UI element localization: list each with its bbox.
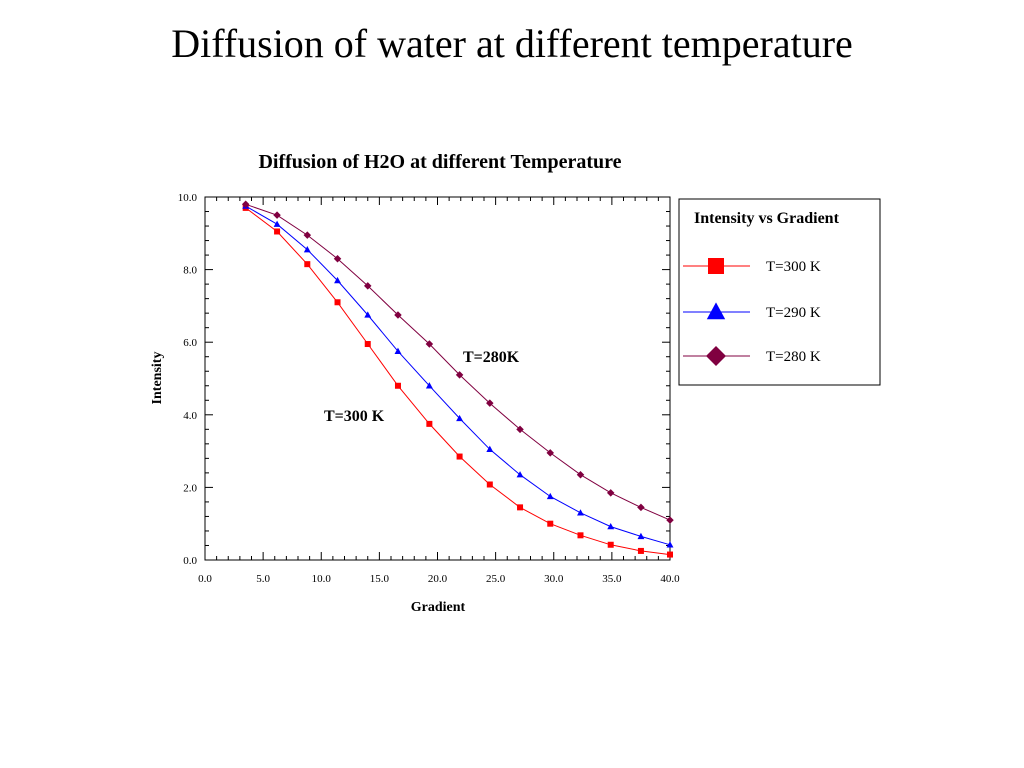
legend-title: Intensity vs Gradient: [694, 210, 840, 227]
slide-title: Diffusion of water at different temperat…: [171, 21, 853, 66]
series-t-290-k-point: [394, 347, 402, 354]
legend-item-t-280-k-label: T=280 K: [766, 349, 821, 365]
series-t-280-k-point: [516, 425, 524, 434]
legend-item-t-290-k-marker: [706, 302, 726, 320]
x-tick-label: 25.0: [486, 573, 506, 585]
legend-item-t-300-k-marker: [708, 258, 724, 274]
series-t-280-k-point: [333, 254, 342, 263]
series-t-290-k-point: [516, 471, 524, 478]
series-t-290-k-point: [364, 311, 372, 318]
y-axis-label: Intensity: [150, 352, 165, 405]
series-t-300-k-point: [667, 551, 673, 558]
x-tick-label: 0.0: [198, 573, 212, 585]
series-t-280-k-point: [637, 503, 645, 512]
series-t-290-k-point: [666, 541, 674, 548]
series-t-300-k-point: [364, 341, 371, 348]
x-tick-label: 30.0: [544, 573, 564, 585]
series-t-290-k-point: [637, 532, 645, 540]
plot-area: [204, 196, 671, 561]
series-t-280-k-point: [606, 489, 615, 497]
series-t-290-k-point: [546, 492, 554, 500]
series-t-300-k-point: [607, 541, 614, 548]
legend-item-t-280-k-marker: [706, 346, 726, 366]
y-tick-label: 2.0: [183, 482, 197, 494]
legend: Intensity vs Gradient T=300 K T=290 K T=28…: [678, 198, 881, 386]
series-t-300-k-point: [426, 420, 433, 427]
legend-items: T=300 K T=290 K T=280 K: [683, 258, 821, 366]
series-t-300-k-point: [456, 453, 463, 460]
series-t-300-k-point: [517, 504, 524, 511]
series-t-280-k-point: [546, 449, 555, 457]
legend-item-t-290-k: T=290 K: [683, 302, 821, 321]
series-t-280-k-point: [241, 200, 250, 209]
series-t-300-k-point: [577, 532, 584, 539]
series-t-290-k-point: [425, 382, 433, 389]
series-t-280-k-point: [666, 516, 674, 524]
series-t-280-k: [241, 200, 674, 524]
series-t-290-k-point: [334, 276, 341, 284]
legend-item-t-300-k-label: T=300 K: [766, 259, 821, 275]
series-t-280-k-point: [576, 470, 585, 479]
series-t-300-k-point: [304, 261, 311, 268]
x-tick-labels: 0.0 5.0 10.0 15.0 20.0 25.0 30.0 35.0 40.0: [198, 573, 680, 585]
x-tick-label: 20.0: [428, 573, 448, 585]
x-tick-label: 5.0: [256, 573, 270, 585]
series-t-280-k-point: [455, 371, 464, 379]
series-t-300-k-point: [637, 547, 644, 554]
y-tick-label: 8.0: [183, 265, 197, 277]
series-t-280-k-point: [425, 340, 434, 348]
series-t-290-k-point: [273, 220, 281, 227]
x-tick-label: 15.0: [370, 573, 390, 585]
y-tick-label: 4.0: [183, 410, 197, 422]
series-t-300-k-point: [334, 299, 341, 306]
series-t-300-k-point: [394, 382, 401, 389]
series-t-290-k-point: [486, 445, 494, 452]
series-t-280-k-point: [364, 282, 372, 290]
x-tick-label: 40.0: [660, 573, 680, 585]
series-t-290-k: [242, 202, 674, 548]
chart-title: Diffusion of H2O at different Temperatur…: [258, 151, 621, 173]
series-t-290-k-point: [456, 414, 464, 422]
y-tick-labels: 0.0 2.0 4.0 6.0 8.0 10.0: [178, 192, 198, 567]
x-axis-label: Gradient: [411, 600, 466, 615]
legend-item-t-290-k-label: T=290 K: [766, 305, 821, 321]
annotation-t280: T=280K: [463, 349, 520, 366]
series-t-300-k: [242, 204, 673, 558]
y-tick-label: 6.0: [183, 337, 197, 349]
series-t-290-k-point: [303, 246, 311, 253]
x-tick-label: 35.0: [602, 573, 622, 585]
annotation-t300: T=300 K: [324, 408, 385, 425]
series-t-280-k-point: [486, 399, 494, 407]
y-tick-label: 10.0: [178, 192, 198, 204]
x-tick-label: 10.0: [312, 573, 332, 585]
series-t-290-k-point: [607, 523, 615, 530]
legend-item-t-280-k: T=280 K: [683, 346, 821, 366]
y-tick-label: 0.0: [183, 555, 197, 567]
series-t-280-k-point: [303, 231, 312, 239]
series-group: [241, 200, 674, 558]
series-t-300-k-point: [547, 520, 554, 527]
legend-item-t-300-k: T=300 K: [683, 258, 821, 275]
series-t-280-k-point: [394, 311, 402, 319]
series-t-290-k-point: [577, 509, 584, 516]
series-t-300-k-point: [486, 481, 493, 488]
series-t-280-k-point: [273, 211, 281, 219]
series-t-300-k-point: [274, 228, 281, 235]
